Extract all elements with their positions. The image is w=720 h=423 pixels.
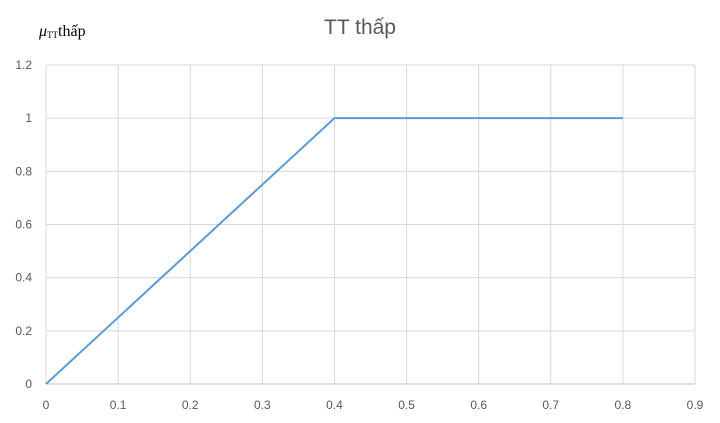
y-tick-label: 0.8 xyxy=(15,164,32,178)
y-tick-label: 1.2 xyxy=(15,58,32,72)
y-axis-label-text: thấp xyxy=(58,23,86,40)
x-tick-label: 0.9 xyxy=(687,398,704,412)
x-tick-label: 0.6 xyxy=(470,398,487,412)
x-tick-label: 0.4 xyxy=(326,398,343,412)
y-tick-label: 0.6 xyxy=(15,218,32,232)
x-tick-label: 0 xyxy=(43,398,50,412)
series-line xyxy=(45,117,623,385)
y-axis-label-symbol: μ xyxy=(39,23,48,40)
chart-title: TT thấp xyxy=(324,16,396,39)
x-tick-label: 0.1 xyxy=(110,398,127,412)
x-tick-label: 0.5 xyxy=(398,398,415,412)
y-axis-label-subscript: TT xyxy=(47,30,59,40)
y-axis-label: μTTthấp xyxy=(39,23,86,41)
x-tick-label: 0.2 xyxy=(182,398,199,412)
x-tick-label: 0.8 xyxy=(615,398,632,412)
y-tick-label: 1 xyxy=(25,111,32,125)
x-tick-label: 0.7 xyxy=(542,398,559,412)
y-tick-label: 0 xyxy=(25,377,32,391)
x-tick-label: 0.3 xyxy=(254,398,271,412)
y-tick-label: 0.4 xyxy=(15,271,32,285)
y-tick-label: 0.2 xyxy=(15,324,32,338)
